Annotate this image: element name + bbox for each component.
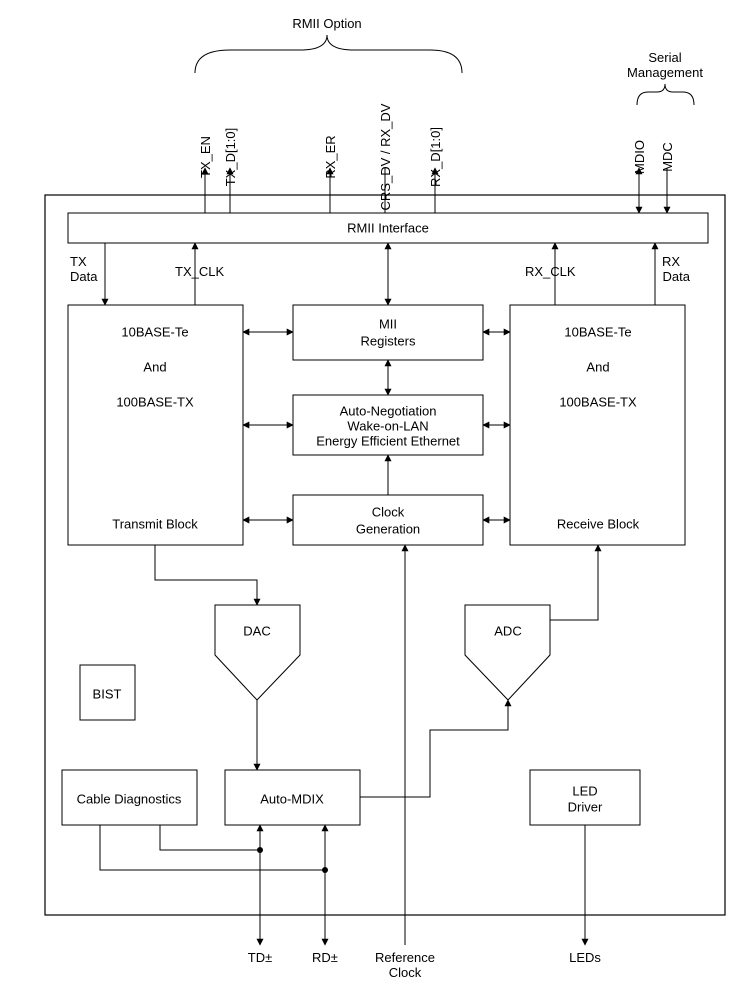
dac-label: DAC bbox=[243, 623, 270, 638]
block-diagram: RMII Option Serial Management TX_EN TX_D… bbox=[0, 0, 752, 991]
tx-data-label2: Data bbox=[70, 269, 98, 284]
cable-diag-tap2 bbox=[160, 825, 260, 850]
tx-l1: 10BASE-Te bbox=[121, 324, 188, 339]
led-l2: Driver bbox=[568, 799, 603, 814]
td-node bbox=[257, 847, 263, 853]
rx-l3: 100BASE-TX bbox=[559, 394, 637, 409]
rmii-option-label: RMII Option bbox=[292, 16, 361, 31]
rmii-brace bbox=[195, 35, 462, 73]
clk-l1: Clock bbox=[372, 504, 405, 519]
serial-brace bbox=[637, 84, 694, 105]
rd-label: RD± bbox=[312, 950, 338, 965]
tx-l3: 100BASE-TX bbox=[116, 394, 194, 409]
mdc-label: MDC bbox=[660, 142, 675, 172]
rx-l4: Receive Block bbox=[557, 516, 640, 531]
bist-label: BIST bbox=[93, 686, 122, 701]
dac-box bbox=[215, 605, 300, 700]
autoneg-l2: Wake-on-LAN bbox=[347, 418, 428, 433]
rx-data-label1: RX bbox=[662, 254, 680, 269]
tx-l2: And bbox=[143, 359, 166, 374]
leds-label: LEDs bbox=[569, 950, 601, 965]
adc-rx-arrow bbox=[550, 545, 598, 620]
adc-label: ADC bbox=[494, 623, 521, 638]
auto-mdix-label: Auto-MDIX bbox=[260, 791, 324, 806]
autoneg-l1: Auto-Negotiation bbox=[340, 403, 437, 418]
tx-data-label1: TX bbox=[70, 254, 87, 269]
rd-node bbox=[322, 867, 328, 873]
led-l1: LED bbox=[572, 783, 597, 798]
rx-l2: And bbox=[586, 359, 609, 374]
clock-gen-box bbox=[293, 495, 483, 545]
transmit-block-box bbox=[68, 305, 243, 545]
tx-dac-arrow bbox=[155, 545, 257, 605]
autoneg-l3: Energy Efficient Ethernet bbox=[316, 433, 460, 448]
rmii-interface-label: RMII Interface bbox=[347, 220, 429, 235]
td-label: TD± bbox=[248, 950, 272, 965]
rx-data-label2: Data bbox=[663, 269, 691, 284]
mii-l1: MII bbox=[379, 316, 397, 331]
mdix-adc-arrow bbox=[360, 700, 508, 797]
refclk-label1: Reference bbox=[375, 950, 435, 965]
rx-l1: 10BASE-Te bbox=[564, 324, 631, 339]
tx-clk-label: TX_CLK bbox=[175, 264, 224, 279]
serial-mgmt-label: Serial bbox=[648, 50, 681, 65]
mii-l2: Registers bbox=[361, 333, 416, 348]
cable-diag-tap1 bbox=[100, 825, 325, 870]
adc-box bbox=[465, 605, 550, 700]
refclk-label2: Clock bbox=[389, 965, 422, 980]
tx-l4: Transmit Block bbox=[112, 516, 198, 531]
cable-diag-label: Cable Diagnostics bbox=[77, 791, 182, 806]
top-signals: TX_EN TX_D[1:0] RX_ER CRS_DV / RX_DV RX_… bbox=[198, 103, 675, 210]
receive-block-box bbox=[510, 305, 685, 545]
clk-l2: Generation bbox=[356, 521, 420, 536]
serial-mgmt-label2: Management bbox=[627, 65, 703, 80]
rx-clk-label: RX_CLK bbox=[525, 264, 576, 279]
